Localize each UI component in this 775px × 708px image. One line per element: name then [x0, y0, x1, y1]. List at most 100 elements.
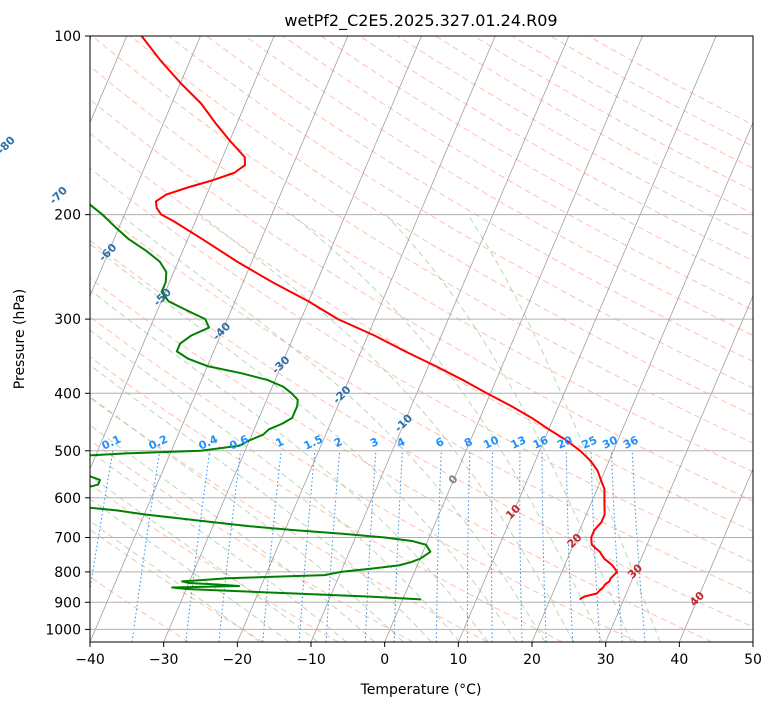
dry-adiabat [244, 36, 753, 336]
isoline-labels: 0.10.20.40.611.52346810131620253036-100-… [0, 133, 707, 609]
isotherm [90, 36, 349, 642]
dry-adiabat [90, 397, 488, 642]
x-axis-label: Temperature (°C) [360, 682, 482, 698]
dry-adiabat [130, 36, 753, 416]
plot-frame [89, 35, 754, 643]
isotherm [310, 36, 570, 642]
dry-adiabat [90, 132, 753, 532]
moist-adiabat [385, 214, 632, 642]
isotherm [457, 36, 717, 642]
isotherm-label: 10 [503, 502, 523, 522]
mixing-ratio-line [631, 450, 646, 642]
mixing-ratio-label: 10 [481, 433, 501, 451]
mixing-ratio-line [590, 450, 601, 642]
dry-adiabat [90, 316, 638, 642]
isotherm [236, 36, 496, 642]
dry-adiabat [91, 36, 753, 444]
dry-adiabat [511, 36, 753, 169]
mixing-ratio-label: 3 [368, 435, 380, 450]
moist-adiabat [467, 214, 661, 642]
mixing-ratio-line [610, 450, 623, 642]
mixing-ratio-label: 0.2 [147, 433, 170, 453]
dry-adiabat [206, 36, 753, 362]
dry-adiabat [90, 529, 264, 642]
x-tick-label: −40 [75, 652, 105, 668]
x-tick-label: 50 [744, 652, 762, 668]
temperature-line [140, 36, 619, 601]
dry-adiabat [549, 36, 753, 147]
moist-adiabat [90, 520, 261, 642]
dry-adiabat [90, 439, 414, 642]
chart-title: wetPf2_C2E5.2025.327.01.24.R09 [284, 11, 557, 31]
x-tick-label: −30 [149, 652, 179, 668]
moist-adiabat [90, 450, 347, 642]
moist-adiabat [90, 475, 319, 642]
dry-adiabat [90, 277, 712, 642]
y-tick-label: 900 [54, 595, 81, 611]
mixing-ratio-line [185, 450, 211, 642]
y-tick-label: 100 [54, 29, 81, 45]
x-tick-label: −20 [223, 652, 253, 668]
moist-adiabat [291, 214, 603, 642]
y-tick-label: 400 [54, 386, 81, 402]
isotherm-label: -80 [0, 133, 18, 156]
mixing-ratio-label: 2 [332, 435, 344, 450]
mixing-ratio-label: 8 [462, 435, 474, 450]
x-tick-label: 10 [449, 652, 467, 668]
moist-adiabat [90, 498, 290, 642]
mixing-ratio-label: 0.6 [227, 432, 250, 452]
dry-adiabat [90, 98, 753, 502]
isotherm [531, 121, 753, 642]
mixing-ratio-line [435, 450, 442, 642]
isotherm [90, 36, 201, 297]
x-tick-label: 20 [523, 652, 541, 668]
x-tick-label: 40 [670, 652, 688, 668]
y-axis-ticks: 100 200 300 400 500 600 700 800 900 1000 [45, 29, 90, 638]
x-tick-label: 0 [380, 652, 389, 668]
moist-adiabat [199, 214, 575, 642]
isotherm-label: -30 [269, 353, 292, 376]
moist-adiabat [120, 214, 546, 642]
isotherm-label: -20 [330, 383, 353, 406]
isotherm-label: 20 [565, 531, 585, 551]
dry-adiabat [435, 36, 753, 215]
isotherm-label: -10 [392, 411, 415, 434]
y-tick-label: 300 [54, 312, 81, 328]
background-lines [90, 36, 753, 642]
isotherm [752, 640, 753, 642]
dry-adiabat [90, 239, 753, 628]
mixing-ratio-line [298, 450, 316, 642]
mixing-ratio-label: 20 [555, 433, 575, 451]
x-tick-label: −10 [296, 652, 326, 668]
y-axis-label: Pressure (hPa) [12, 289, 28, 389]
isotherm-label: -40 [210, 319, 233, 342]
isotherm [678, 467, 753, 642]
mixing-ratio-label: 1 [274, 435, 286, 450]
isotherm [163, 36, 422, 642]
y-tick-label: 500 [54, 444, 81, 460]
mixing-ratio-label: 25 [580, 434, 599, 452]
y-tick-label: 700 [54, 531, 81, 547]
series-layer [90, 36, 619, 601]
isotherm [605, 294, 753, 642]
y-tick-label: 200 [54, 208, 81, 224]
dry-adiabat [90, 576, 190, 642]
dry-adiabat [282, 36, 753, 311]
isotherm-label: 30 [625, 561, 645, 581]
y-tick-label: 600 [54, 491, 81, 507]
isotherm-label: -70 [47, 184, 70, 207]
mixing-ratio-label: 4 [395, 435, 408, 450]
dewpoint-line [90, 36, 432, 601]
isotherm-label: 40 [687, 589, 707, 609]
mixing-ratio-line [262, 450, 282, 642]
x-tick-label: 30 [597, 652, 615, 668]
mixing-ratio-line [364, 450, 377, 642]
mixing-ratio-label: 13 [509, 434, 528, 452]
dry-adiabat [90, 483, 339, 642]
dry-adiabat [90, 203, 753, 595]
mixing-ratio-line [218, 450, 242, 642]
x-axis-ticks: −40 −30 −20 −10 0 10 20 30 40 50 [75, 642, 762, 668]
mixing-ratio-label: 36 [621, 433, 641, 451]
isotherm [90, 36, 275, 470]
